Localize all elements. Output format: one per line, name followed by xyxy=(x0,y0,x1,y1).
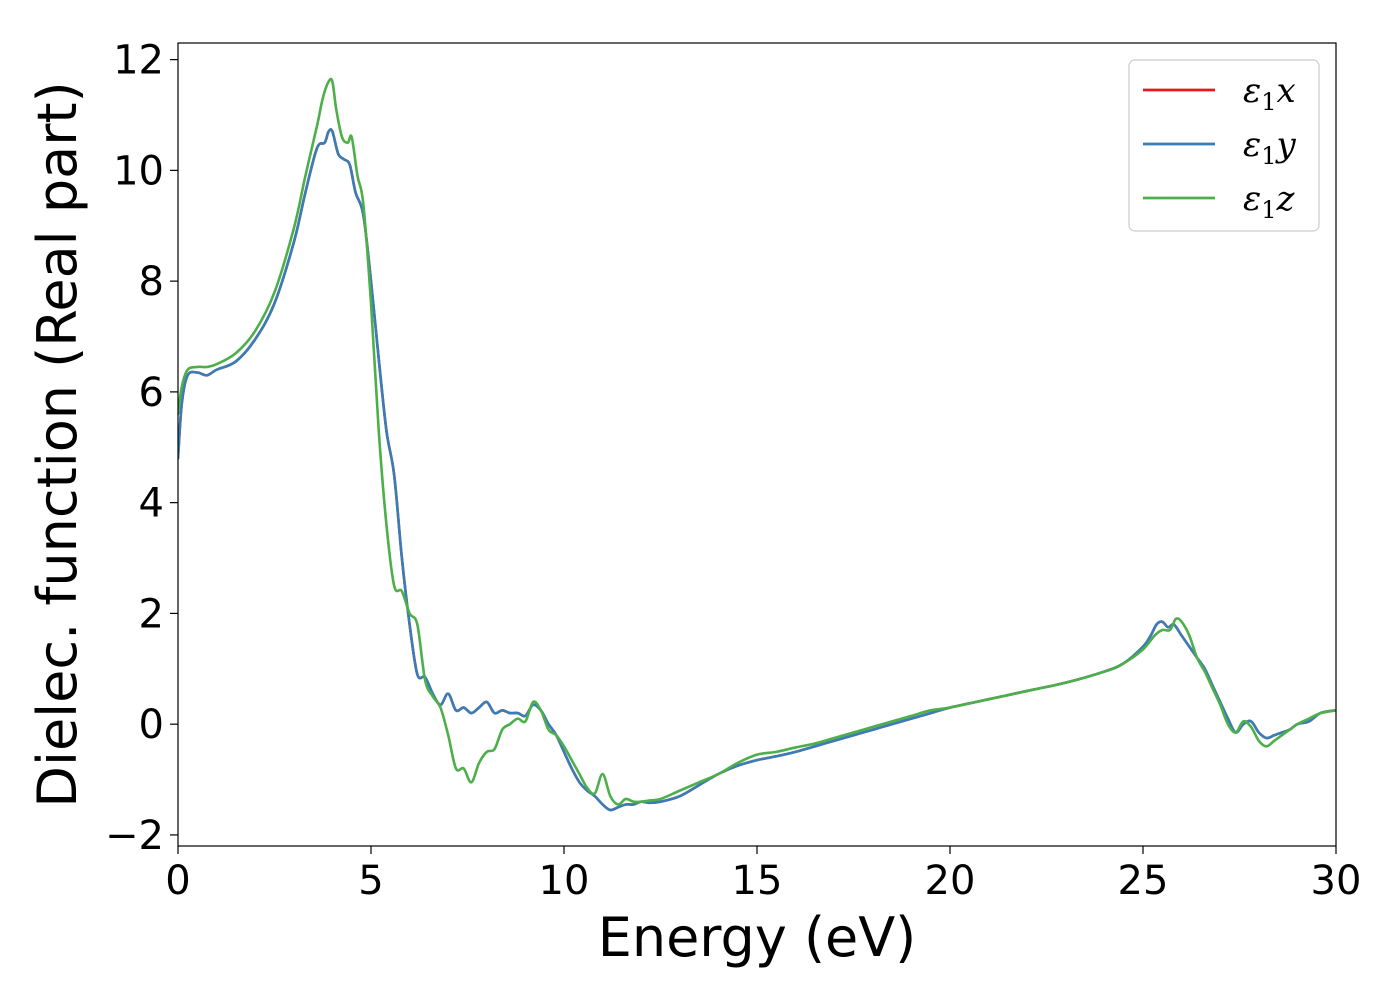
y-tick-label: 0 xyxy=(139,702,164,748)
x-tick-label: 0 xyxy=(165,858,190,904)
legend-label-y: ε1y xyxy=(1243,125,1297,170)
x-axis-title: Energy (eV) xyxy=(598,906,917,969)
x-axis: 0 5 10 15 20 25 30 xyxy=(165,846,1361,904)
x-tick-label: 30 xyxy=(1311,858,1362,904)
y-axis: −2 0 2 4 6 8 10 12 xyxy=(105,38,178,859)
legend: ε1x ε1y ε1z xyxy=(1128,59,1320,232)
series-line-y xyxy=(178,128,1336,812)
x-tick-label: 10 xyxy=(539,858,590,904)
legend-label-z: ε1z xyxy=(1243,179,1296,224)
plot-series xyxy=(178,77,1336,812)
y-tick-label: 6 xyxy=(139,370,164,416)
legend-box xyxy=(1128,59,1320,232)
y-tick-label: 4 xyxy=(139,481,164,527)
y-tick-label: 12 xyxy=(113,38,164,84)
x-tick-label: 20 xyxy=(925,858,976,904)
y-axis-title: Dielec. function (Real part) xyxy=(26,81,89,807)
series-line-z xyxy=(178,77,1336,806)
x-tick-label: 5 xyxy=(358,858,383,904)
x-tick-label: 15 xyxy=(732,858,783,904)
y-tick-label: 2 xyxy=(139,591,164,637)
x-tick-label: 25 xyxy=(1118,858,1169,904)
legend-label-x: ε1x xyxy=(1243,71,1296,116)
y-tick-label: 10 xyxy=(113,148,164,194)
y-tick-label: −2 xyxy=(105,813,164,859)
y-tick-label: 8 xyxy=(139,259,164,305)
